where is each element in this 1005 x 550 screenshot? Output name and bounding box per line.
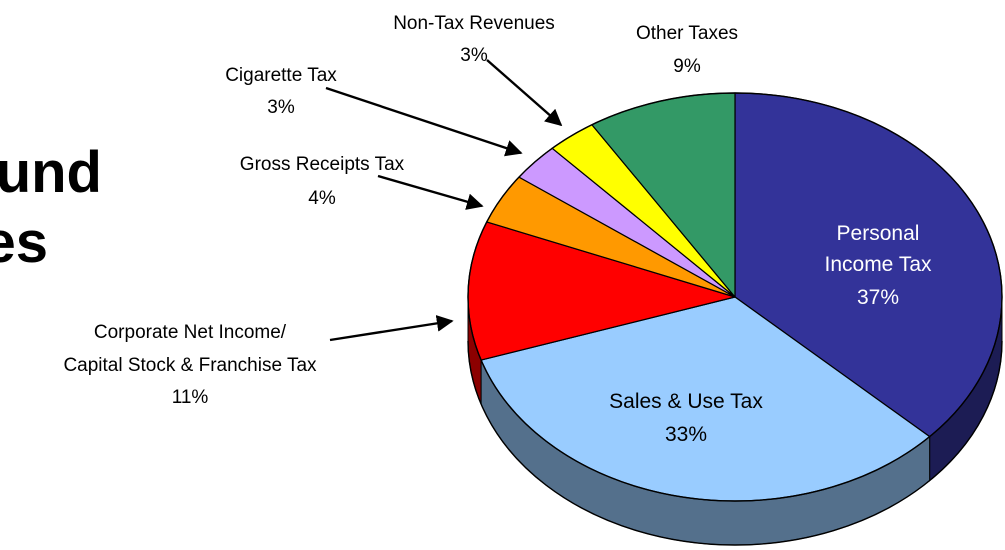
title-fragment-line1: und <box>0 140 102 205</box>
label-personal-pct: 37% <box>857 286 899 309</box>
label-cigarette-tax: Cigarette Tax 3% <box>225 65 337 118</box>
arrow-gross-receipts <box>377 174 484 210</box>
label-sales-use-tax: Sales & Use Tax 33% <box>609 390 763 446</box>
label-corporate-tax: Corporate Net Income/ Capital Stock & Fr… <box>63 322 317 408</box>
label-corporate-pct: 11% <box>172 387 209 408</box>
label-gross-pct: 4% <box>308 188 336 209</box>
label-corporate-line1: Corporate Net Income/ <box>94 322 287 343</box>
label-sales-line1: Sales & Use Tax <box>609 390 763 413</box>
label-other-taxes: Other Taxes 9% <box>636 23 738 77</box>
pie-bottom-edge <box>467 340 1003 546</box>
label-sales-pct: 33% <box>665 423 707 446</box>
label-personal-income-tax: Personal Income Tax 37% <box>825 222 932 309</box>
label-gross-receipts-tax: Gross Receipts Tax 4% <box>240 154 405 209</box>
label-non-tax-revenues: Non-Tax Revenues 3% <box>393 13 555 66</box>
label-cigarette-line1: Cigarette Tax <box>225 65 337 86</box>
pie-rim <box>467 92 1003 502</box>
label-gross-line1: Gross Receipts Tax <box>240 154 405 175</box>
title-fragment-line2: es <box>0 210 48 275</box>
pie-outline <box>467 92 1003 546</box>
label-other-line1: Other Taxes <box>636 23 738 44</box>
arrow-non-tax <box>486 59 563 127</box>
label-nontax-line1: Non-Tax Revenues <box>393 13 555 34</box>
label-other-pct: 9% <box>673 56 701 77</box>
label-personal-line2: Income Tax <box>825 253 932 276</box>
label-personal-line1: Personal <box>837 222 920 245</box>
label-cigarette-pct: 3% <box>267 97 295 118</box>
label-corporate-line2: Capital Stock & Franchise Tax <box>63 355 317 376</box>
label-nontax-pct: 3% <box>460 45 488 66</box>
arrow-cigarette <box>325 86 523 157</box>
arrow-corporate <box>329 315 454 342</box>
pie-top-faces <box>467 92 1003 502</box>
